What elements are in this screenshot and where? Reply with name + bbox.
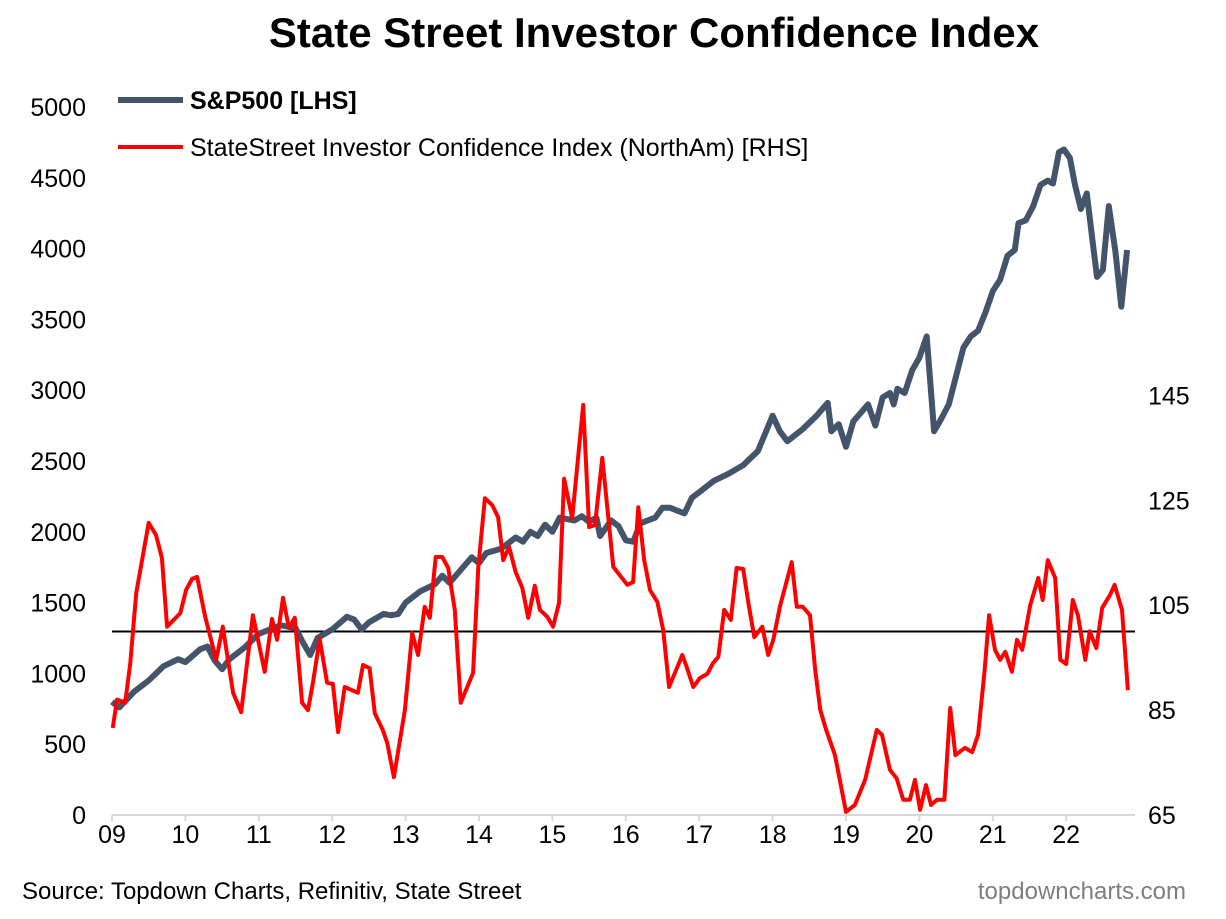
x-tick-label: 11 — [246, 821, 272, 849]
left-y-tick-label: 3500 — [30, 306, 86, 334]
x-tick-label: 18 — [759, 821, 787, 849]
x-tick-label: 16 — [612, 821, 640, 849]
left-y-tick-label: 1500 — [30, 590, 86, 618]
left-y-tick-label: 1000 — [30, 660, 86, 688]
x-tick-label: 09 — [98, 821, 126, 849]
x-tick-label: 17 — [685, 821, 713, 849]
series-line-confidence-index — [110, 402, 1130, 814]
x-tick-label: 19 — [832, 821, 860, 849]
x-tick-label: 14 — [465, 821, 493, 849]
left-y-tick-label: 0 — [72, 802, 86, 830]
series-line-sp500 — [110, 146, 1131, 711]
right-y-tick-label: 125 — [1148, 487, 1190, 515]
x-tick-label: 12 — [318, 821, 346, 849]
left-y-tick-label: 500 — [44, 731, 86, 759]
right-y-tick-label: 65 — [1148, 802, 1176, 830]
x-tick-label: 15 — [538, 821, 566, 849]
x-tick-label: 21 — [979, 821, 1007, 849]
watermark: topdowncharts.com — [978, 878, 1186, 905]
x-tick-label: 10 — [171, 821, 199, 849]
plot-area — [110, 146, 1135, 814]
left-y-tick-label: 5000 — [30, 94, 86, 122]
left-y-tick-label: 2000 — [30, 519, 86, 547]
right-y-tick-label: 105 — [1148, 592, 1190, 620]
source-note: Source: Topdown Charts, Refinitiv, State… — [22, 878, 522, 905]
left-y-tick-label: 3000 — [30, 377, 86, 405]
left-y-tick-label: 4000 — [30, 236, 86, 264]
x-tick-label: 13 — [392, 821, 420, 849]
axes: 09 10 11 12 13 14 15 16 17 18 19 20 21 22 0 500 1000 1500… — [30, 94, 1189, 849]
legend: S&P500 [LHS] StateStreet Investor Confid… — [118, 87, 808, 162]
chart-title: State Street Investor Confidence Index — [269, 9, 1040, 56]
left-y-tick-label: 2500 — [30, 448, 86, 476]
x-tick-label: 20 — [905, 821, 933, 849]
left-y-tick-label: 4500 — [30, 165, 86, 193]
right-y-tick-label: 145 — [1148, 382, 1190, 410]
legend-label-confidence: StateStreet Investor Confidence Index (N… — [190, 134, 808, 162]
legend-label-sp500: S&P500 [LHS] — [190, 87, 357, 115]
right-y-tick-label: 85 — [1148, 697, 1176, 725]
x-tick-label: 22 — [1052, 821, 1080, 849]
